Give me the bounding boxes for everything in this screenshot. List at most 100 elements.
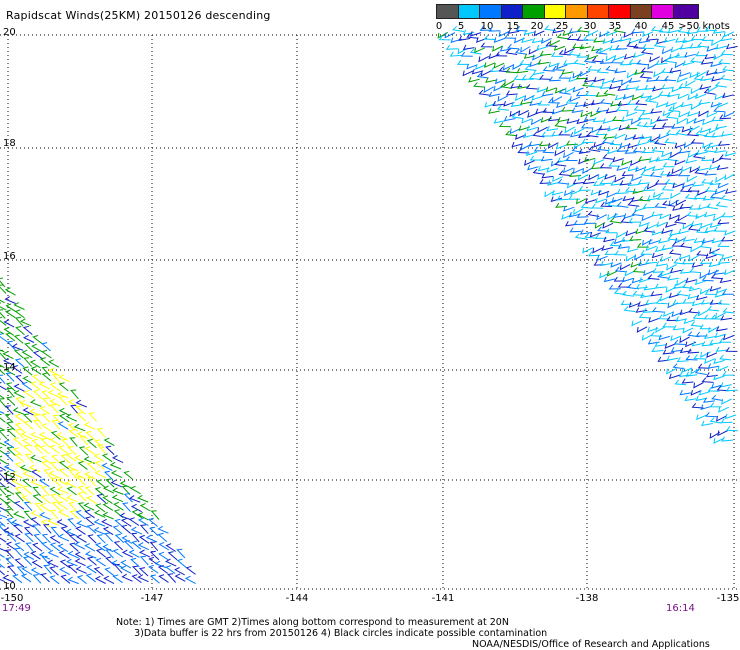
- wind-barb: [41, 372, 52, 382]
- wind-barb: [678, 83, 691, 89]
- wind-barb: [102, 485, 115, 494]
- wind-barb: [692, 313, 705, 320]
- wind-barb: [643, 270, 655, 276]
- wind-barb: [462, 44, 475, 51]
- wind-barb: [31, 343, 43, 353]
- wind-barb: [648, 157, 661, 163]
- wind-barb: [631, 94, 643, 101]
- wind-barb: [541, 173, 554, 179]
- wind-barb: [558, 88, 571, 95]
- wind-barb: [600, 260, 612, 267]
- wind-barb: [104, 567, 115, 577]
- wind-barb: [0, 277, 6, 288]
- wind-barb: [0, 503, 8, 512]
- wind-barb: [587, 30, 599, 37]
- wind-barb: [662, 162, 675, 168]
- wind-barb: [713, 68, 726, 75]
- wind-barb: [631, 277, 643, 284]
- wind-barb: [632, 134, 645, 140]
- wind-barb: [480, 42, 493, 48]
- wind-barb: [437, 31, 449, 39]
- wind-barb: [131, 540, 142, 550]
- wind-barb: [137, 542, 150, 551]
- wind-barb: [637, 140, 649, 146]
- wind-barb: [679, 203, 692, 209]
- wind-barb: [572, 168, 584, 174]
- wind-barb: [473, 82, 486, 88]
- wind-barb: [101, 518, 113, 527]
- wind-barb: [657, 272, 670, 279]
- wind-barb: [654, 341, 667, 347]
- wind-barb: [627, 180, 640, 187]
- wind-barb: [84, 550, 97, 559]
- wind-barb: [523, 94, 535, 102]
- wind-barb: [84, 543, 96, 552]
- wind-barb: [29, 408, 41, 416]
- wind-barb: [13, 334, 24, 344]
- wind-barb: [87, 534, 97, 544]
- wind-barb: [83, 421, 96, 430]
- wind-barb: [582, 167, 593, 175]
- wind-barb: [41, 342, 51, 352]
- wind-barb: [598, 125, 611, 131]
- wind-barb: [697, 41, 710, 48]
- wind-barb: [532, 69, 545, 76]
- wind-barb: [655, 102, 668, 109]
- wind-barb: [77, 502, 87, 512]
- wind-barb: [720, 254, 733, 260]
- wind-barb: [653, 71, 665, 78]
- wind-barb: [584, 233, 597, 239]
- wind-barb: [579, 70, 591, 77]
- wind-barb: [105, 556, 115, 566]
- wind-barb: [704, 53, 716, 60]
- wind-barb: [102, 495, 113, 505]
- wind-barb: [616, 188, 629, 195]
- wind-barb: [93, 518, 106, 527]
- wind-barb: [103, 575, 115, 585]
- wind-barb: [12, 407, 25, 415]
- wind-barb: [540, 156, 553, 162]
- wind-barb: [578, 158, 590, 165]
- wind-barb: [572, 86, 584, 93]
- wind-barb: [602, 153, 615, 160]
- wind-barb: [165, 543, 176, 552]
- wind-barb: [569, 171, 582, 177]
- wind-barb: [0, 485, 7, 496]
- wind-barb: [514, 134, 527, 140]
- wind-barb: [616, 201, 629, 208]
- wind-barb: [596, 67, 609, 74]
- wind-barb: [4, 287, 16, 296]
- wind-barb: [568, 27, 581, 34]
- wind-barb: [683, 318, 696, 325]
- wind-barb: [94, 460, 105, 470]
- wind-barb: [696, 149, 708, 156]
- wind-barb: [666, 355, 679, 361]
- wind-barb: [720, 49, 733, 56]
- wind-barb: [598, 190, 610, 196]
- wind-barb: [65, 558, 78, 567]
- wind-barb: [531, 94, 543, 101]
- wind-barb: [561, 213, 573, 220]
- wind-barb: [504, 33, 517, 39]
- wind-barb: [566, 118, 578, 124]
- wind-barb: [699, 242, 712, 249]
- wind-barb: [67, 463, 79, 472]
- wind-barb: [686, 28, 699, 35]
- wind-barb: [48, 367, 60, 377]
- wind-barb: [0, 566, 5, 576]
- wind-barb: [653, 139, 666, 146]
- wind-barb: [640, 48, 653, 55]
- wind-barb: [687, 331, 700, 338]
- wind-barb: [707, 363, 720, 369]
- wind-barb: [627, 166, 639, 172]
- lon-label-135: -135: [716, 593, 740, 604]
- wind-barb: [721, 290, 734, 295]
- wind-barb: [624, 84, 637, 90]
- wind-barb: [33, 419, 42, 430]
- wind-barb: [93, 453, 105, 462]
- wind-barb: [645, 76, 658, 82]
- wind-barb: [30, 517, 41, 527]
- wind-barb: [724, 188, 737, 195]
- wind-barb: [679, 44, 692, 50]
- wind-barb: [23, 413, 33, 423]
